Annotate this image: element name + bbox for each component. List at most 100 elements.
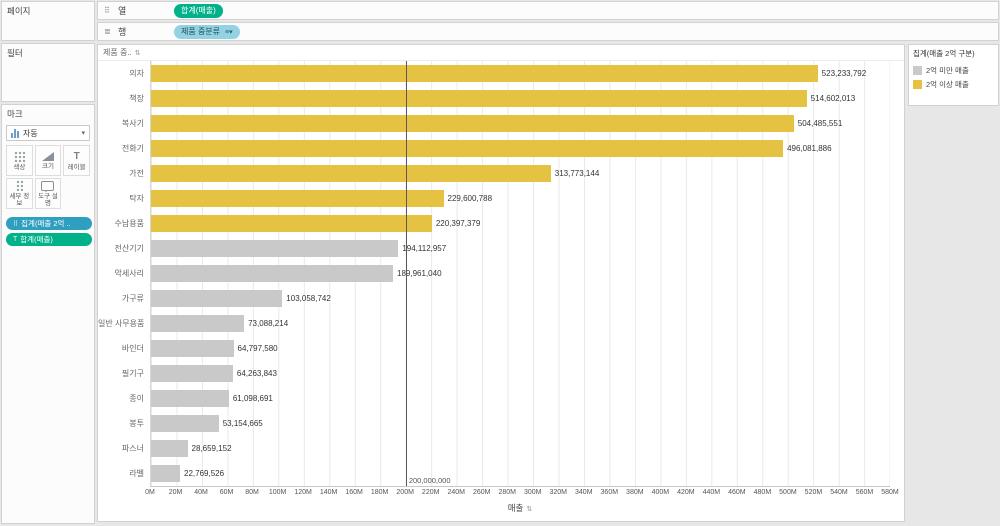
bar-row: 220,397,379 bbox=[151, 211, 890, 236]
color-button[interactable]: 색상 bbox=[6, 145, 33, 176]
filters-shelf-title: 필터 bbox=[7, 48, 23, 58]
columns-shelf[interactable]: ⠿ 열 합계(매출) bbox=[97, 1, 999, 20]
bar-row: 64,797,580 bbox=[151, 336, 890, 361]
legend-label: 2억 이상 매출 bbox=[926, 79, 969, 89]
bar[interactable] bbox=[151, 165, 551, 182]
bar-row: 313,773,144 bbox=[151, 161, 890, 186]
bar-value-label: 220,397,379 bbox=[435, 219, 481, 228]
bar-row: 73,088,214 bbox=[151, 311, 890, 336]
tooltip-icon bbox=[41, 180, 55, 192]
bar-row: 61,098,691 bbox=[151, 386, 890, 411]
category-label: 복사기 bbox=[121, 119, 144, 128]
bar[interactable] bbox=[151, 465, 180, 482]
columns-pill-sales-sum[interactable]: 합계(매출) bbox=[174, 3, 223, 18]
mark-button-label: 색상 bbox=[13, 163, 26, 171]
axis-sort-icon[interactable]: ⇅ bbox=[526, 506, 533, 513]
tooltip-button[interactable]: 도구 설명 bbox=[34, 178, 62, 209]
rows-shelf[interactable]: ≣ 행 제품 중분류 ≡▾ bbox=[97, 22, 999, 41]
pill-sort-icon: ≡▾ bbox=[225, 28, 233, 36]
bar[interactable] bbox=[151, 415, 219, 432]
bar[interactable] bbox=[151, 440, 188, 457]
size-button[interactable]: 크기 bbox=[34, 145, 62, 176]
x-tick-label: 520M bbox=[804, 489, 823, 496]
bar[interactable] bbox=[151, 115, 794, 132]
x-axis: 0M 20M 40M 60M 80M 100M 120M 140M 160M 180M 200M 22… bbox=[98, 489, 904, 500]
marks-pill-aggregation[interactable]: ⠿ 집계(매출 2억 .. bbox=[6, 217, 92, 230]
x-tick-label: 340M bbox=[575, 489, 593, 496]
bar[interactable] bbox=[151, 365, 233, 382]
marks-card-title: 마크 bbox=[7, 109, 23, 119]
reference-line-label: 200,000,000 bbox=[408, 476, 451, 485]
x-tick-label: 180M bbox=[370, 489, 389, 496]
bar-value-label: 53,154,665 bbox=[222, 419, 263, 428]
legend-item-above[interactable]: 2억 이상 매출 bbox=[913, 77, 994, 91]
rows-list-icon: ≣ bbox=[104, 27, 111, 36]
bar[interactable] bbox=[151, 340, 234, 357]
bar-value-label: 61,098,691 bbox=[232, 394, 273, 403]
bar-row: 64,263,843 bbox=[151, 361, 890, 386]
category-label: 봉투 bbox=[129, 419, 144, 428]
x-tick-label: 40M bbox=[194, 489, 208, 496]
sort-icon[interactable]: ⇅ bbox=[134, 49, 141, 57]
bar[interactable] bbox=[151, 190, 444, 207]
x-tick-label: 240M bbox=[447, 489, 465, 496]
category-label: 악세사리 bbox=[114, 269, 144, 278]
color-legend-icon: ⠿ bbox=[13, 220, 19, 228]
bar-row: 22,769,526 bbox=[151, 461, 890, 486]
x-tick-label: 400M bbox=[651, 489, 670, 496]
rows-shelf-label: 행 bbox=[118, 27, 127, 37]
bar[interactable] bbox=[151, 315, 245, 332]
bar[interactable] bbox=[151, 140, 784, 157]
bar-value-label: 103,058,742 bbox=[286, 294, 331, 303]
bar-value-label: 496,081,886 bbox=[787, 144, 832, 153]
pill-label: 합계(매출) bbox=[20, 235, 53, 244]
bar-row: 189,961,040 bbox=[151, 261, 890, 286]
x-tick-label: 480M bbox=[753, 489, 772, 496]
label-button[interactable]: T 레이블 bbox=[63, 145, 90, 176]
bar-row: 496,081,886 bbox=[151, 136, 890, 161]
bar-value-label: 514,602,013 bbox=[810, 94, 856, 103]
category-label: 종이 bbox=[129, 394, 144, 403]
size-icon bbox=[41, 151, 54, 161]
bar-value-label: 194,112,957 bbox=[402, 244, 447, 253]
bar[interactable] bbox=[151, 390, 229, 407]
color-icon bbox=[13, 150, 25, 162]
x-tick-label: 300M bbox=[523, 489, 542, 496]
x-tick-label: 320M bbox=[549, 489, 568, 496]
legend-item-below[interactable]: 2억 미만 매출 bbox=[913, 63, 994, 77]
x-tick-label: 380M bbox=[626, 489, 644, 496]
axis-spacer bbox=[98, 502, 150, 514]
marks-pills: ⠿ 집계(매출 2억 .. T 합계(매출) bbox=[6, 217, 92, 246]
pill-label: 합계(매출) bbox=[181, 6, 216, 15]
x-axis-title[interactable]: 매출 bbox=[507, 503, 524, 513]
bar-row: 514,602,013 bbox=[151, 86, 890, 111]
bar[interactable] bbox=[151, 90, 807, 107]
x-tick-label: 500M bbox=[779, 489, 797, 496]
filters-shelf[interactable]: 필터 bbox=[1, 43, 95, 102]
x-tick-label: 140M bbox=[319, 489, 338, 496]
bar[interactable] bbox=[151, 265, 394, 282]
bar[interactable] bbox=[151, 215, 432, 232]
bar[interactable] bbox=[151, 290, 283, 307]
bar[interactable] bbox=[151, 65, 818, 82]
x-tick-label: 280M bbox=[498, 489, 516, 496]
category-label: 의자 bbox=[129, 69, 144, 78]
x-ticks: 0M 20M 40M 60M 80M 100M 120M 140M 160M 180M 200M 22… bbox=[145, 489, 899, 500]
category-label: 책장 bbox=[129, 94, 144, 103]
bar-chart-icon bbox=[11, 128, 19, 138]
bars: 523,233,792 514,602,013 504,485,551 496,081… bbox=[151, 61, 890, 486]
marks-pill-sales-sum[interactable]: T 합계(매출) bbox=[6, 233, 92, 246]
reference-line[interactable] bbox=[405, 61, 407, 486]
detail-button[interactable]: 세부 정보 bbox=[6, 178, 33, 209]
rows-pill-product-subcategory[interactable]: 제품 중분류 ≡▾ bbox=[174, 24, 240, 39]
mark-type-dropdown[interactable]: 자동 ▾ bbox=[6, 125, 90, 141]
bar-row: 53,154,665 bbox=[151, 411, 890, 436]
bar[interactable] bbox=[151, 240, 399, 257]
row-field-header[interactable]: 제품 중.. ⇅ bbox=[98, 45, 904, 61]
bar-value-label: 73,088,214 bbox=[248, 319, 289, 328]
x-tick-label: 440M bbox=[702, 489, 721, 496]
x-tick-label: 260M bbox=[472, 489, 491, 496]
category-label: 탁자 bbox=[129, 194, 144, 203]
x-tick-label: 100M bbox=[268, 489, 287, 496]
pages-shelf[interactable]: 페이지 bbox=[1, 1, 95, 41]
